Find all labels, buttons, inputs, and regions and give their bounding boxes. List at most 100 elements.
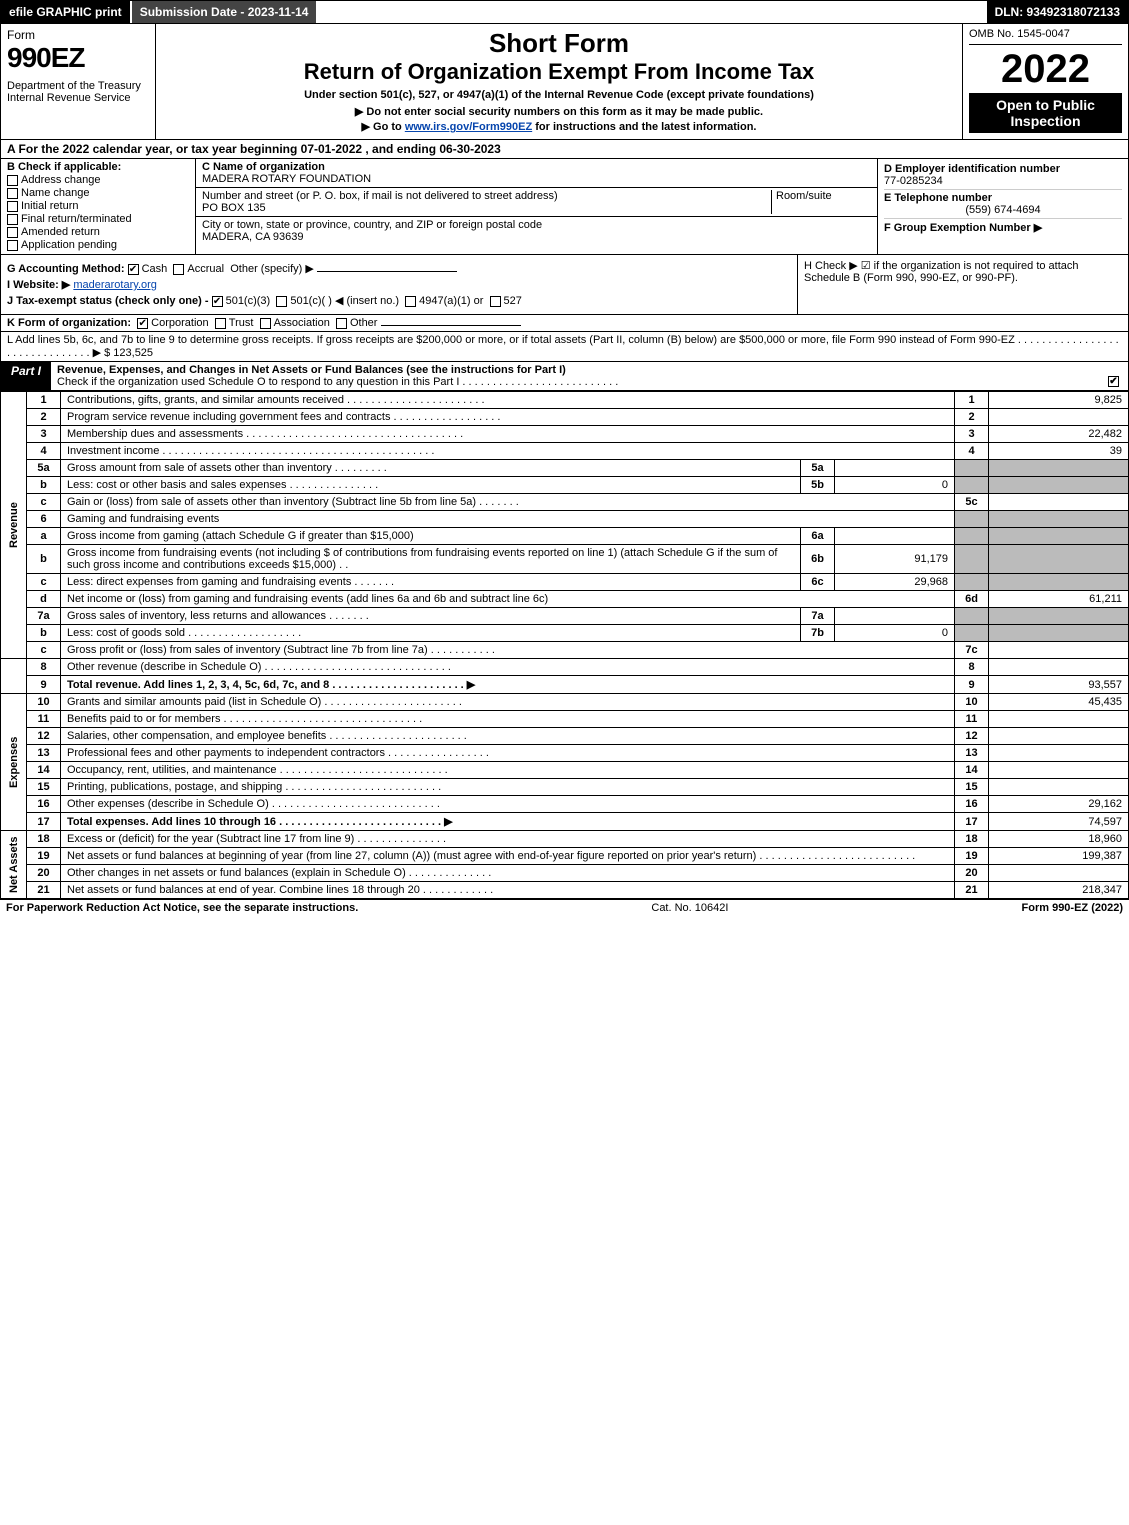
header-mid: Short Form Return of Organization Exempt… bbox=[156, 24, 963, 139]
accounting-label: G Accounting Method: bbox=[7, 263, 125, 275]
chk-corporation[interactable] bbox=[137, 318, 148, 329]
ln-7a: 7a bbox=[27, 608, 61, 625]
sl-5b: 5b bbox=[801, 477, 835, 494]
amt-7c bbox=[989, 642, 1129, 659]
desc-6d: Net income or (loss) from gaming and fun… bbox=[61, 591, 955, 608]
amt-6b-shade bbox=[989, 545, 1129, 574]
goto-prefix: ▶ Go to bbox=[362, 121, 405, 133]
lbl-trust: Trust bbox=[229, 317, 254, 329]
chk-initial-return-label: Initial return bbox=[21, 200, 78, 212]
amt-19: 199,387 bbox=[989, 848, 1129, 865]
footer-right: Form 990-EZ (2022) bbox=[1022, 902, 1123, 914]
col-6d: 6d bbox=[955, 591, 989, 608]
col-15: 15 bbox=[955, 779, 989, 796]
desc-3: Membership dues and assessments . . . . … bbox=[61, 426, 955, 443]
part-i-table: Revenue 1 Contributions, gifts, grants, … bbox=[0, 391, 1129, 899]
sv-6c: 29,968 bbox=[835, 574, 955, 591]
desc-8: Other revenue (describe in Schedule O) .… bbox=[61, 659, 955, 676]
row-l-amount: 123,525 bbox=[113, 347, 153, 359]
chk-name-change[interactable]: Name change bbox=[7, 187, 189, 199]
irs-link[interactable]: www.irs.gov/Form990EZ bbox=[405, 121, 532, 133]
desc-6a: Gross income from gaming (attach Schedul… bbox=[61, 528, 801, 545]
accounting-row: G Accounting Method: Cash Accrual Other … bbox=[7, 262, 791, 275]
amt-6d: 61,211 bbox=[989, 591, 1129, 608]
section-h-text: H Check ▶ ☑ if the organization is not r… bbox=[804, 259, 1122, 284]
efile-label[interactable]: efile GRAPHIC print bbox=[1, 1, 130, 23]
sl-6c: 6c bbox=[801, 574, 835, 591]
chk-final-return[interactable]: Final return/terminated bbox=[7, 213, 189, 225]
department-label: Department of the Treasury Internal Reve… bbox=[7, 80, 149, 104]
sv-6b: 91,179 bbox=[835, 545, 955, 574]
col-13: 13 bbox=[955, 745, 989, 762]
chk-application-pending[interactable]: Application pending bbox=[7, 239, 189, 251]
street-label: Number and street (or P. O. box, if mail… bbox=[202, 190, 771, 202]
amt-16: 29,162 bbox=[989, 796, 1129, 813]
tax-exempt-label: J Tax-exempt status (check only one) - bbox=[7, 295, 212, 307]
footer-mid: Cat. No. 10642I bbox=[358, 902, 1021, 914]
ln-8: 8 bbox=[27, 659, 61, 676]
ln-2: 2 bbox=[27, 409, 61, 426]
lbl-501c3: 501(c)(3) bbox=[226, 295, 271, 307]
ln-11: 11 bbox=[27, 711, 61, 728]
amt-18: 18,960 bbox=[989, 831, 1129, 848]
row-k-label: K Form of organization: bbox=[7, 317, 131, 329]
col-7a-shade bbox=[955, 608, 989, 625]
row-l-text: L Add lines 5b, 6c, and 7b to line 9 to … bbox=[7, 334, 1119, 359]
chk-association[interactable] bbox=[260, 318, 271, 329]
desc-17: Total expenses. Add lines 10 through 16 … bbox=[61, 813, 955, 831]
section-h: H Check ▶ ☑ if the organization is not r… bbox=[798, 255, 1128, 314]
website-link[interactable]: maderarotary.org bbox=[73, 279, 157, 291]
row-k: K Form of organization: Corporation Trus… bbox=[0, 315, 1129, 332]
amt-20 bbox=[989, 865, 1129, 882]
other-specify-field[interactable] bbox=[317, 271, 457, 272]
amt-14 bbox=[989, 762, 1129, 779]
ln-7b: b bbox=[27, 625, 61, 642]
amt-7b-shade bbox=[989, 625, 1129, 642]
footer-left: For Paperwork Reduction Act Notice, see … bbox=[6, 902, 358, 914]
section-c: C Name of organization MADERA ROTARY FOU… bbox=[196, 159, 878, 254]
lbl-527: 527 bbox=[504, 295, 522, 307]
open-public-inspection: Open to Public Inspection bbox=[969, 93, 1122, 133]
ln-19: 19 bbox=[27, 848, 61, 865]
chk-501c3[interactable] bbox=[212, 296, 223, 307]
col-11: 11 bbox=[955, 711, 989, 728]
ln-21: 21 bbox=[27, 882, 61, 899]
col-14: 14 bbox=[955, 762, 989, 779]
desc-7b: Less: cost of goods sold . . . . . . . .… bbox=[61, 625, 801, 642]
other-org-field[interactable] bbox=[381, 325, 521, 326]
chk-527[interactable] bbox=[490, 296, 501, 307]
chk-501c[interactable] bbox=[276, 296, 287, 307]
chk-address-change[interactable]: Address change bbox=[7, 174, 189, 186]
chk-4947[interactable] bbox=[405, 296, 416, 307]
section-g: G Accounting Method: Cash Accrual Other … bbox=[1, 255, 798, 314]
sidebar-revenue-cont bbox=[1, 659, 27, 694]
amt-8 bbox=[989, 659, 1129, 676]
desc-6c: Less: direct expenses from gaming and fu… bbox=[61, 574, 801, 591]
chk-cash[interactable] bbox=[128, 264, 139, 275]
sv-5a bbox=[835, 460, 955, 477]
amt-5a-shade bbox=[989, 460, 1129, 477]
chk-amended-return[interactable]: Amended return bbox=[7, 226, 189, 238]
chk-trust[interactable] bbox=[215, 318, 226, 329]
desc-5c: Gain or (loss) from sale of assets other… bbox=[61, 494, 955, 511]
amt-5b-shade bbox=[989, 477, 1129, 494]
ln-6b: b bbox=[27, 545, 61, 574]
tel-value: (559) 674-4694 bbox=[884, 204, 1122, 216]
chk-schedule-o[interactable] bbox=[1108, 376, 1119, 387]
col-21: 21 bbox=[955, 882, 989, 899]
amt-21: 218,347 bbox=[989, 882, 1129, 899]
desc-12: Salaries, other compensation, and employ… bbox=[61, 728, 955, 745]
tel-row: E Telephone number (559) 674-4694 bbox=[884, 190, 1122, 219]
amt-12 bbox=[989, 728, 1129, 745]
chk-other-org[interactable] bbox=[336, 318, 347, 329]
desc-11: Benefits paid to or for members . . . . … bbox=[61, 711, 955, 728]
tax-year: 2022 bbox=[969, 49, 1122, 89]
desc-7a: Gross sales of inventory, less returns a… bbox=[61, 608, 801, 625]
chk-accrual[interactable] bbox=[173, 264, 184, 275]
chk-initial-return[interactable]: Initial return bbox=[7, 200, 189, 212]
street-value: PO BOX 135 bbox=[202, 202, 771, 214]
ln-15: 15 bbox=[27, 779, 61, 796]
col-12: 12 bbox=[955, 728, 989, 745]
ln-18: 18 bbox=[27, 831, 61, 848]
amt-5c bbox=[989, 494, 1129, 511]
